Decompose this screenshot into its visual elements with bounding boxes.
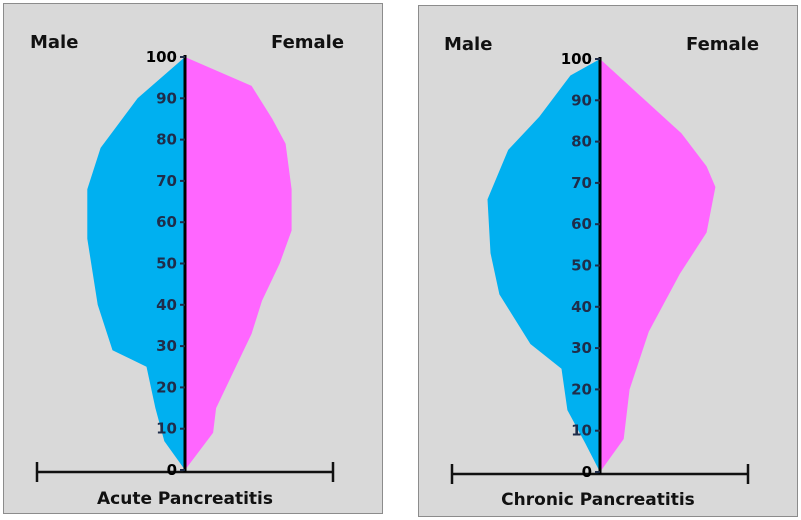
y-tick-label: 60 xyxy=(156,213,177,231)
y-tick-label: 100 xyxy=(561,50,592,68)
chart-title: Acute Pancreatitis xyxy=(97,489,273,509)
y-tick-label: 80 xyxy=(571,133,592,151)
y-tick-label: 10 xyxy=(156,420,177,438)
y-tick-label: 50 xyxy=(571,257,592,275)
y-tick-label: 20 xyxy=(156,378,177,396)
y-tick-label: 60 xyxy=(571,215,592,233)
y-ticks: 0 10 20 30 40 50 60 70 80 90 100 xyxy=(146,48,185,479)
male-label: Male xyxy=(30,32,78,53)
male-area xyxy=(87,57,185,470)
y-tick-label: 0 xyxy=(582,463,592,481)
female-area xyxy=(600,59,716,472)
y-ticks: 0 10 20 30 40 50 60 70 80 90 100 xyxy=(561,50,600,481)
male-area xyxy=(487,59,600,472)
y-tick-label: 70 xyxy=(156,172,177,190)
female-label: Female xyxy=(686,34,759,55)
y-tick-label: 30 xyxy=(156,337,177,355)
y-tick-label: 0 xyxy=(167,461,177,479)
acute-pancreatitis-chart: 0 10 20 30 40 50 60 70 80 90 100 Male Female Acute… xyxy=(30,32,344,509)
y-tick-label: 90 xyxy=(156,89,177,107)
chronic-pancreatitis-chart: 0 10 20 30 40 50 60 70 80 90 100 Male Female Chron… xyxy=(444,34,759,510)
y-tick-label: 40 xyxy=(156,296,177,314)
y-tick-label: 20 xyxy=(571,380,592,398)
y-tick-label: 100 xyxy=(146,48,177,66)
male-label: Male xyxy=(444,34,492,55)
y-tick-label: 70 xyxy=(571,174,592,192)
female-label: Female xyxy=(271,32,344,53)
y-tick-label: 90 xyxy=(571,91,592,109)
chart-title: Chronic Pancreatitis xyxy=(501,490,695,510)
y-tick-label: 40 xyxy=(571,298,592,316)
y-tick-label: 10 xyxy=(571,422,592,440)
y-tick-label: 50 xyxy=(156,255,177,273)
y-tick-label: 30 xyxy=(571,339,592,357)
y-tick-label: 80 xyxy=(156,131,177,149)
female-area xyxy=(185,57,292,470)
